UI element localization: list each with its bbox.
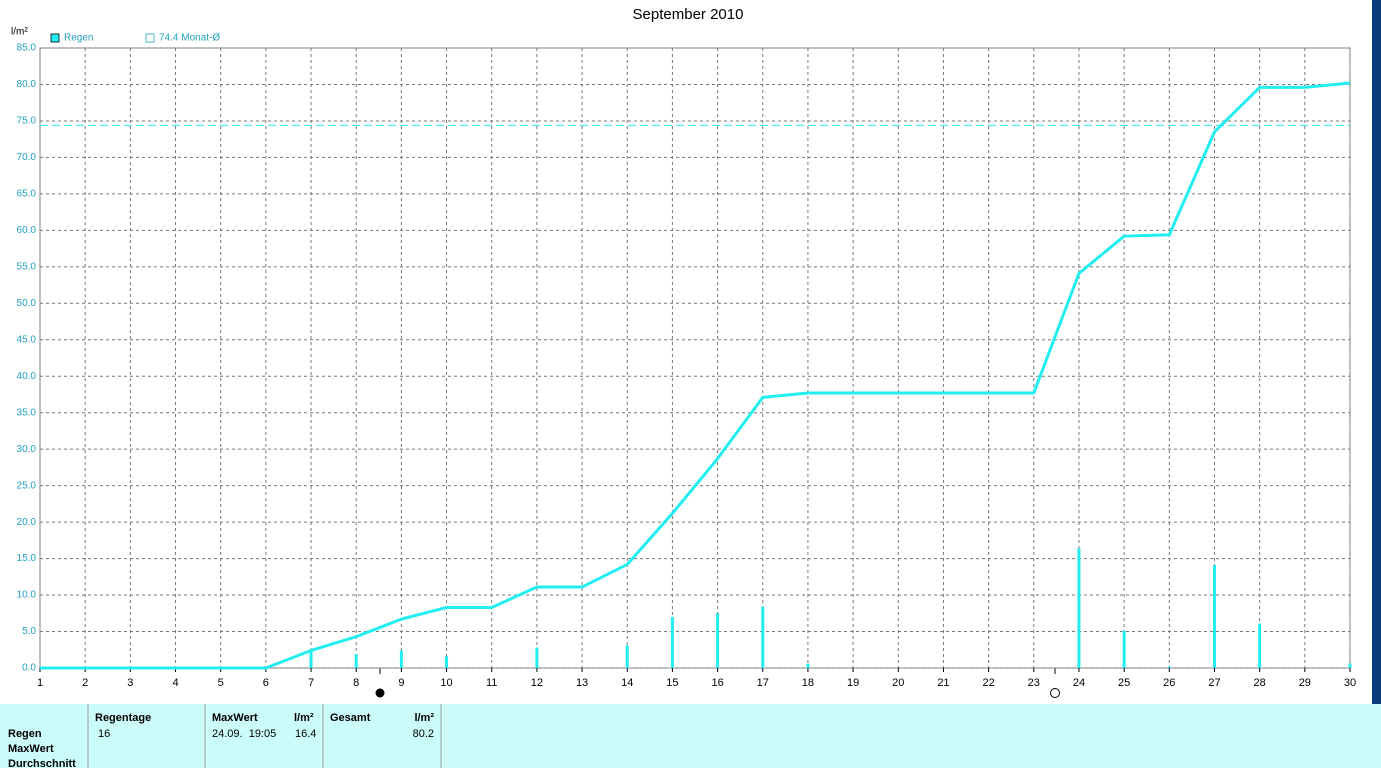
header: Gesamt [330,712,371,724]
x-tick-label: 27 [1208,677,1220,689]
bar [354,654,358,668]
x-tick-label: 4 [172,677,178,689]
x-tick-label: 15 [666,677,678,689]
x-tick-label: 11 [486,677,497,689]
y-tick-label: 45.0 [17,334,37,345]
y-tick-label: 70.0 [17,152,37,163]
x-tick-label: 30 [1344,677,1356,689]
y-tick-label: 75.0 [17,116,37,127]
moon-new [1050,688,1060,698]
x-tick-label: 26 [1163,677,1175,689]
x-tick-label: 10 [440,677,452,689]
x-tick-label: 9 [398,677,404,689]
cell: 24.09. 19:05 [212,728,276,740]
bar [625,645,629,668]
x-tick-label: 13 [576,677,588,689]
header: MaxWert [212,712,258,724]
bar [535,647,539,668]
x-tick-label: 25 [1118,677,1130,689]
line [40,81,1351,670]
x-tick-label: 3 [127,677,133,689]
row-label: MaxWert [8,743,54,755]
legend-label: Regen [64,33,93,44]
x-tick-label: 28 [1254,677,1266,689]
bar [445,656,449,668]
bar [1348,663,1352,668]
row-label: Durchschnitt [8,758,76,768]
y-tick-label: 25.0 [17,480,37,491]
y-tick-label: 65.0 [17,189,37,200]
x-tick-label: 8 [353,677,359,689]
chart-title: September 2010 [633,6,744,23]
y-tick-label: 10.0 [17,590,37,601]
x-tick-label: 6 [263,677,269,689]
legend-swatch [50,33,60,43]
x-tick-label: 20 [892,677,904,689]
bar [806,663,810,668]
x-tick-label: 14 [621,677,633,689]
cell: 16.4 [295,728,316,740]
x-tick-label: 24 [1073,677,1085,689]
bar [1077,548,1081,668]
cell: 80.2 [413,728,434,740]
x-tick-label: 7 [308,677,314,689]
x-tick-label: 22 [982,677,994,689]
y-tick-label: 0.0 [22,663,36,674]
x-tick-label: 18 [802,677,814,689]
bar [670,616,674,668]
bar [1212,565,1216,668]
x-tick-label: 29 [1299,677,1311,689]
x-tick-label: 21 [937,677,949,689]
y-tick-label: 80.0 [17,79,37,90]
x-tick-label: 5 [218,677,224,689]
legend-label: 74.4 Monat-Ø [159,33,220,44]
row-label: Regen [8,728,42,740]
y-tick-label: 85.0 [17,43,37,54]
x-tick-label: 2 [82,677,88,689]
header: Regentage [95,712,151,724]
window-edge [1372,0,1381,704]
bar [761,606,765,668]
y-tick-label: 30.0 [17,444,37,455]
x-tick-label: 16 [711,677,723,689]
bar [1122,630,1126,668]
bar [399,650,403,668]
x-tick-label: 19 [847,677,859,689]
y-tick-label: 55.0 [17,261,37,272]
y-tick-label: 50.0 [17,298,37,309]
unit: l/m² [294,712,314,724]
plot-area [39,47,1351,669]
y-tick-label: 15.0 [17,553,37,564]
y-tick-label: 35.0 [17,407,37,418]
legend-swatch [145,33,155,43]
y-tick-label: 60.0 [17,225,37,236]
y-axis-label: l/m² [11,27,28,38]
bar [1258,623,1262,668]
x-tick-label: 17 [757,677,769,689]
y-tick-label: 20.0 [17,517,37,528]
x-tick-label: 23 [1028,677,1040,689]
x-tick-label: 12 [531,677,543,689]
moon-full [375,688,385,698]
unit: l/m² [414,712,434,724]
bar [309,650,313,668]
bar [1167,666,1171,668]
y-tick-label: 5.0 [22,626,36,637]
panel-bg [0,704,1381,768]
chart: September 2010 l/m² 0.05.010.015.020.025… [11,0,1381,704]
y-tick-label: 40.0 [17,371,37,382]
x-tick-label: 1 [37,677,43,689]
cell: 16 [98,728,110,740]
summary-panel: Regen MaxWert Durchschnitt Regentage 16 … [0,704,1381,768]
bar [716,613,720,668]
